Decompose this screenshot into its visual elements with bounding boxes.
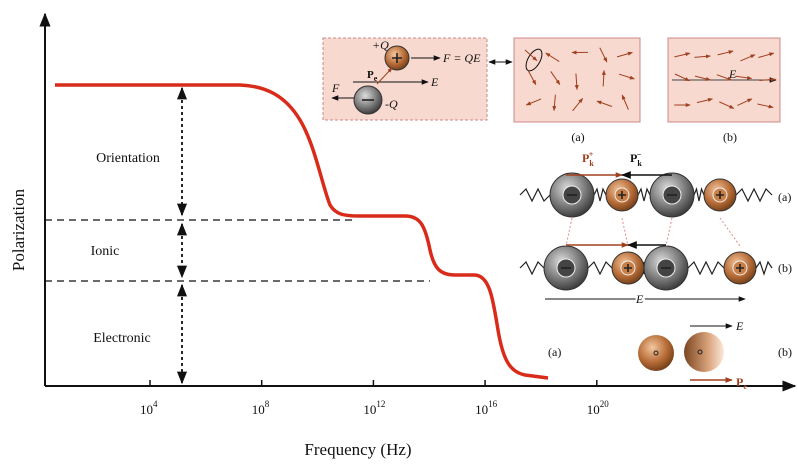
charge-sign bbox=[624, 264, 632, 272]
tick-exponent: 8 bbox=[265, 399, 270, 409]
spring bbox=[637, 187, 651, 202]
label: (a) bbox=[778, 190, 791, 204]
label: Pk+ bbox=[582, 150, 594, 168]
dipole bbox=[524, 49, 538, 62]
dipole bbox=[596, 100, 613, 108]
dipole bbox=[716, 74, 733, 81]
dipole bbox=[737, 98, 753, 106]
label: Pk− bbox=[630, 150, 642, 168]
spring bbox=[519, 260, 545, 276]
label: E bbox=[728, 67, 737, 81]
tick-base: 10 bbox=[475, 402, 488, 417]
label: (b) bbox=[778, 345, 792, 359]
spring bbox=[693, 186, 705, 202]
nucleus bbox=[653, 350, 659, 356]
dipole bbox=[545, 52, 560, 62]
y-axis-label: Polarization bbox=[9, 188, 28, 271]
label: Pe bbox=[367, 69, 378, 83]
label: F bbox=[331, 81, 340, 95]
label: (b) bbox=[778, 261, 792, 275]
dipole bbox=[574, 73, 579, 91]
x-tick-label: 1016 bbox=[475, 399, 498, 417]
region-label: Orientation bbox=[96, 151, 160, 166]
dipole bbox=[621, 94, 629, 110]
charge-sign bbox=[716, 191, 724, 199]
x-axis-label: Frequency (Hz) bbox=[304, 440, 411, 459]
dipole bbox=[740, 54, 756, 62]
dipole bbox=[674, 73, 690, 82]
dipole bbox=[525, 98, 542, 106]
x-tick-label: 1020 bbox=[587, 399, 610, 417]
label: (a) bbox=[571, 130, 584, 144]
dipole bbox=[552, 94, 557, 112]
dipole-highlight bbox=[525, 48, 543, 72]
label: F = QE bbox=[442, 51, 481, 65]
x-tick-label: 104 bbox=[140, 399, 158, 417]
dipole bbox=[618, 73, 635, 80]
tick-exponent: 16 bbox=[488, 399, 498, 409]
guide bbox=[719, 217, 741, 247]
spring bbox=[687, 260, 725, 276]
label: (b) bbox=[723, 130, 737, 144]
tick-exponent: 4 bbox=[153, 399, 158, 409]
label: E bbox=[430, 75, 439, 89]
atom bbox=[638, 335, 674, 371]
dipole bbox=[696, 98, 713, 104]
polarized-atom bbox=[684, 332, 724, 372]
dipole bbox=[599, 47, 608, 63]
tick-exponent: 20 bbox=[600, 399, 610, 409]
label: Pe bbox=[736, 375, 747, 391]
charge-sign bbox=[736, 264, 744, 272]
tick-base: 10 bbox=[587, 402, 600, 417]
dipole bbox=[601, 69, 606, 87]
x-tick-label: 108 bbox=[252, 399, 270, 417]
label: (a) bbox=[548, 345, 561, 359]
tick-base: 10 bbox=[140, 402, 153, 417]
dipole bbox=[527, 70, 537, 86]
region-label: Ionic bbox=[91, 244, 120, 259]
nucleus bbox=[697, 349, 703, 355]
dipole bbox=[572, 97, 584, 112]
dipole bbox=[757, 103, 774, 109]
dipole bbox=[758, 52, 775, 58]
label: -Q bbox=[385, 97, 398, 111]
charge-sign bbox=[618, 191, 626, 199]
tick-base: 10 bbox=[363, 402, 376, 417]
dipole bbox=[719, 101, 735, 109]
spring bbox=[735, 187, 773, 203]
guide bbox=[621, 217, 629, 247]
label: +Q bbox=[372, 38, 389, 52]
tick-exponent: 12 bbox=[376, 399, 385, 409]
dipole bbox=[550, 71, 561, 85]
dipole bbox=[616, 51, 633, 58]
dipole bbox=[717, 50, 734, 56]
label: E bbox=[635, 292, 644, 306]
dipole bbox=[759, 77, 776, 82]
dipole bbox=[674, 52, 691, 58]
spring bbox=[587, 260, 613, 276]
x-tick-label: 1012 bbox=[363, 399, 385, 417]
dipole-arrow bbox=[376, 67, 393, 85]
guide bbox=[665, 217, 673, 247]
plus-sign bbox=[392, 53, 402, 63]
guide bbox=[565, 217, 573, 247]
dipole bbox=[694, 75, 712, 81]
tick-base: 10 bbox=[252, 402, 265, 417]
dipole bbox=[735, 75, 753, 80]
spring bbox=[593, 187, 607, 202]
spring bbox=[519, 187, 551, 203]
polarization-curve bbox=[55, 83, 549, 380]
region-label: Electronic bbox=[93, 331, 151, 346]
dipole bbox=[694, 54, 711, 59]
label: E bbox=[735, 319, 744, 333]
spring bbox=[755, 260, 773, 276]
